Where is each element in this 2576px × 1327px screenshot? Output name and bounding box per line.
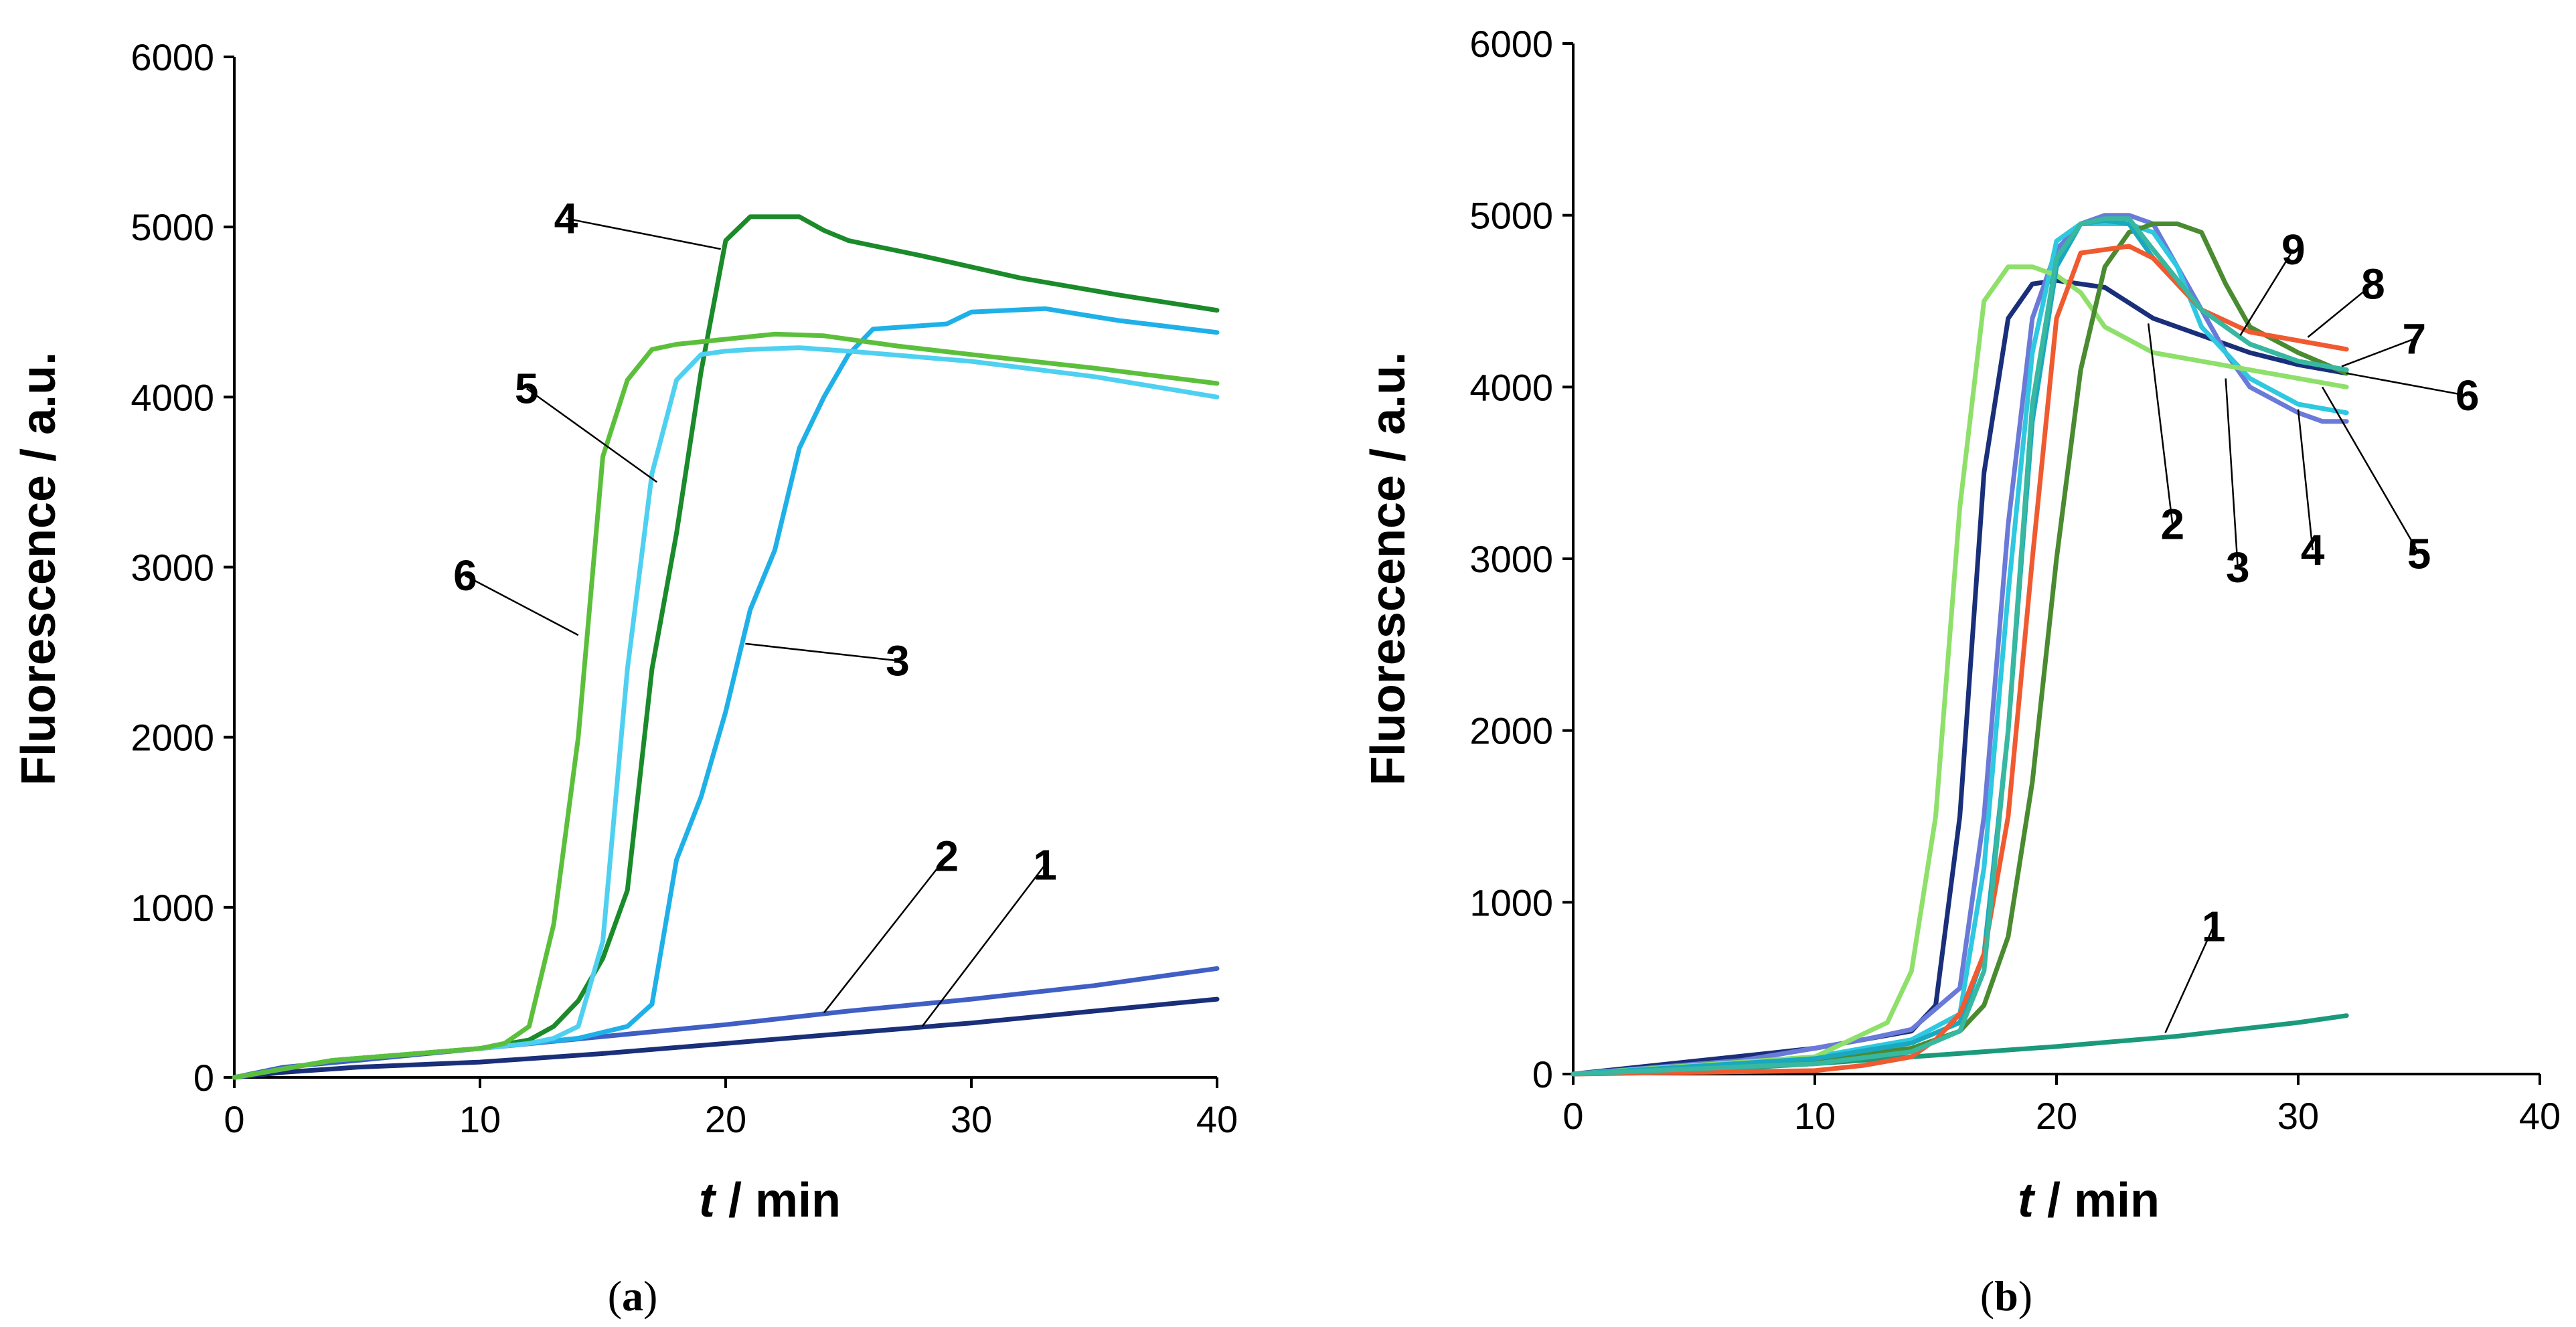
y-tick-label: 0	[193, 1057, 214, 1099]
x-tick-label: 20	[2036, 1095, 2077, 1137]
panel-a: 0 10 20 30 40 0 1000 2000 3000 4000 5000 6000 Fluore…	[12, 36, 1238, 1320]
curve-leader-line-3	[2225, 378, 2239, 567]
panel-label-letter: b	[1994, 1272, 2018, 1320]
x-tick-label: 40	[2519, 1095, 2561, 1137]
y-tick-label: 4000	[1469, 366, 1553, 408]
panel-label: (a)	[608, 1272, 658, 1320]
x-tick-label: 20	[705, 1098, 746, 1140]
y-tick-label: 4000	[131, 376, 214, 418]
curve-leader-line-2	[823, 855, 948, 1014]
series-line-1	[232, 996, 1220, 1080]
series-line-3	[1571, 213, 2349, 1077]
curve-label-4: 4	[554, 194, 578, 242]
curve-leader-line-3	[745, 642, 898, 662]
x-axis-title-unit: / min	[715, 1174, 841, 1227]
series-line-5	[232, 345, 1220, 1080]
y-axis-title: Fluorescence / a.u.	[1362, 352, 1415, 786]
y-tick-label: 1000	[1469, 881, 1553, 923]
curve-leader-line-6	[465, 575, 579, 636]
x-axis-title: t / min	[2018, 1174, 2160, 1227]
series-line-9	[1571, 216, 2349, 1077]
series-line-3	[232, 306, 1220, 1080]
y-tick-label: 6000	[1469, 23, 1553, 65]
series-line-7	[1571, 217, 2349, 1077]
panel-label: (b)	[1980, 1272, 2032, 1320]
curve-leader-line-1	[921, 864, 1046, 1027]
y-axis-title: Fluorescence / a.u.	[12, 352, 66, 786]
x-tick-label: 30	[951, 1098, 992, 1140]
series-line-2	[1571, 278, 2349, 1077]
series-line-6	[1571, 222, 2349, 1077]
x-axis-title-unit: / min	[2034, 1174, 2160, 1227]
curve-label-2: 2	[2160, 501, 2184, 549]
y-tick-label: 5000	[1469, 195, 1553, 237]
y-tick-label: 5000	[131, 206, 214, 248]
series-line-4	[1571, 222, 2349, 1077]
curve-label-5: 5	[515, 365, 539, 413]
x-tick-label: 30	[2277, 1095, 2319, 1137]
series-line-6	[232, 331, 1220, 1080]
curve-label-1: 1	[2202, 902, 2226, 950]
curve-leader-line-7	[2341, 338, 2415, 367]
curve-label-3: 3	[2226, 543, 2250, 592]
y-tick-label: 2000	[1469, 710, 1553, 752]
curve-leader-line-4	[566, 217, 721, 250]
curve-label-8: 8	[2361, 260, 2385, 308]
y-tick-label: 6000	[131, 36, 214, 78]
panel-label-close: )	[2018, 1272, 2032, 1320]
x-tick-label: 0	[224, 1098, 244, 1140]
curve-label-2: 2	[935, 832, 959, 881]
x-tick-label: 10	[459, 1098, 501, 1140]
y-tick-label: 2000	[131, 717, 214, 759]
series-line-5	[1571, 264, 2349, 1077]
x-tick-label: 10	[1794, 1095, 1836, 1137]
curve-leader-line-6	[2346, 372, 2468, 397]
curve-leader-line-4	[2297, 409, 2314, 551]
curve-label-3: 3	[886, 636, 910, 685]
x-axis-title-variable: t	[699, 1174, 717, 1227]
curve-label-9: 9	[2281, 226, 2306, 274]
curve-label-1: 1	[1033, 841, 1057, 889]
panel-label-letter: a	[622, 1272, 643, 1320]
series-line-4	[232, 214, 1220, 1080]
curve-label-7: 7	[2402, 315, 2426, 363]
curve-label-6: 6	[2456, 371, 2480, 420]
curve-label-5: 5	[2407, 529, 2431, 578]
x-tick-label: 0	[1562, 1095, 1583, 1137]
curve-leader-line-5	[2322, 386, 2420, 554]
panel-b: 0 10 20 30 40 0 1000 2000 3000 4000 5000 6000 Fluore…	[1362, 23, 2561, 1320]
curve-label-6: 6	[453, 551, 477, 600]
y-tick-label: 0	[1532, 1053, 1553, 1095]
x-tick-label: 40	[1196, 1098, 1238, 1140]
curve-leader-line-2	[2147, 323, 2174, 525]
y-tick-label: 1000	[131, 887, 214, 929]
panel-label-close: )	[643, 1272, 657, 1320]
series-line-8	[1571, 244, 2349, 1077]
curve-leader-line-8	[2307, 283, 2374, 338]
y-tick-label: 3000	[131, 547, 214, 589]
curve-leader-line-1	[2164, 925, 2215, 1033]
x-axis-title-variable: t	[2018, 1174, 2036, 1227]
panel-label-open: (	[1980, 1272, 1994, 1320]
series-line-2	[232, 966, 1220, 1080]
curve-leader-line-5	[526, 387, 657, 483]
y-tick-label: 3000	[1469, 538, 1553, 580]
panel-label-open: (	[608, 1272, 622, 1320]
x-axis-title: t / min	[699, 1174, 841, 1227]
curve-label-4: 4	[2301, 526, 2325, 574]
curve-leader-line-9	[2239, 249, 2294, 336]
